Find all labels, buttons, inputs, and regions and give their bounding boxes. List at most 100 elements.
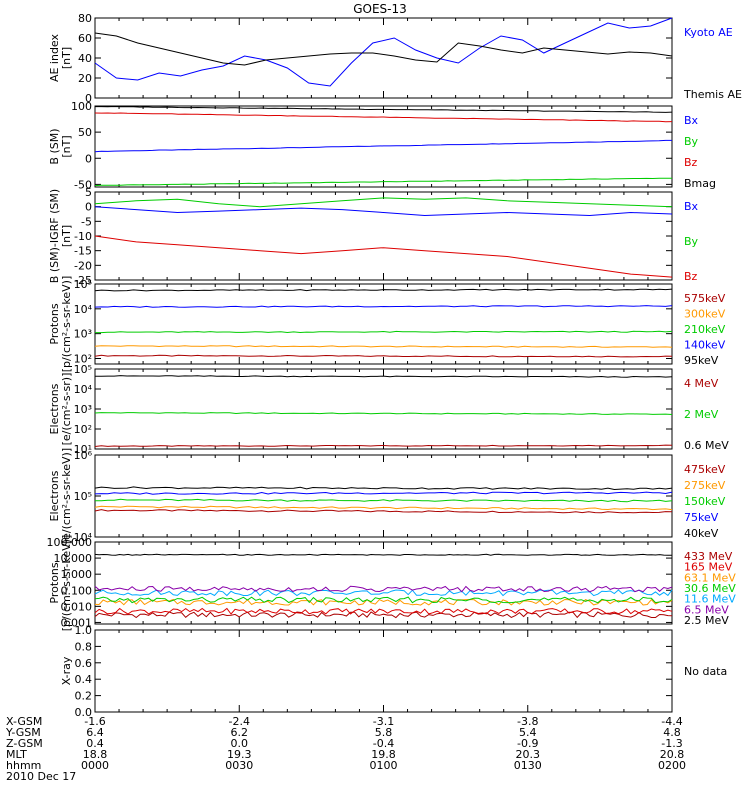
y-tick-label: -25 — [74, 274, 92, 287]
panel-frame — [94, 17, 673, 99]
series-line-275keV — [94, 505, 673, 511]
y-axis-label: [p/(cm²-s-sr-keV)] — [60, 276, 73, 373]
legend-entry: 6.5 MeV — [684, 603, 729, 616]
y-tick-label: 10⁵ — [74, 490, 92, 503]
series-line-By — [94, 197, 673, 208]
footer-value: 0000 — [81, 759, 109, 772]
y-tick-label: 0 — [85, 201, 92, 214]
plot-title: GOES-13 — [353, 2, 407, 16]
ephemeris-footer: X-GSM -1.6 -2.4 -3.1 -3.8 -4.4 Y-GSM 6.4 6.2 5.8 5… — [5, 715, 686, 783]
legend-entry: 275keV — [684, 479, 726, 492]
legend-entry: 0.6 MeV — [684, 439, 729, 452]
series-line-140keV — [94, 305, 673, 308]
legend-entry: 2.5 MeV — [684, 614, 729, 627]
footer-row-label: Y-GSM — [5, 726, 41, 739]
y-tick-label: 0.100 — [61, 584, 93, 597]
footer-value: -0.9 — [517, 737, 538, 750]
series-line-75keV — [94, 491, 673, 495]
y-tick-label: 0.0 — [75, 706, 93, 719]
series-line-30.6-MeV — [94, 596, 673, 604]
footer-value: 0030 — [225, 759, 253, 772]
legend-entry: By — [684, 135, 699, 148]
y-axis-label: Protons — [48, 303, 61, 344]
series-line-Themis-AE — [94, 32, 673, 66]
y-tick-label: 10⁵ — [74, 363, 92, 376]
legend-entry: 475keV — [684, 463, 726, 476]
legend-entry: Bz — [684, 156, 698, 169]
footer-row-label: hhmm — [6, 759, 41, 772]
series-line-40keV — [94, 486, 673, 491]
panel-frame — [94, 105, 673, 188]
y-axis-label: Electrons — [48, 470, 61, 521]
y-tick-label: 100.000 — [47, 536, 93, 549]
footer-value: 5.8 — [375, 726, 393, 739]
y-axis-label: [nT] — [60, 47, 73, 69]
series-line-475keV — [94, 509, 673, 514]
y-tick-label: 60 — [78, 32, 92, 45]
footer-value: -3.1 — [373, 715, 394, 728]
y-axis-label: [nT] — [60, 135, 73, 157]
series-line-Bz — [94, 112, 673, 123]
footer-value: -2.4 — [229, 715, 250, 728]
panel-xray: 0.0 0.2 0.4 0.6 0.8 1.0 X-ray No data — [60, 624, 727, 719]
legend-entry: 2 MeV — [684, 408, 719, 421]
footer-value: -1.3 — [661, 737, 682, 750]
footer-value: 6.4 — [86, 726, 104, 739]
legend-entry: 75keV — [684, 511, 719, 524]
y-axis-label: AE index — [48, 33, 61, 82]
legend-entry: Bmag — [684, 177, 716, 190]
footer-value: 4.8 — [663, 726, 681, 739]
y-axis-label: [nT] — [60, 225, 73, 247]
y-tick-label: 10³ — [74, 328, 92, 341]
footer-value: 6.2 — [231, 726, 249, 739]
footer-value: 5.4 — [519, 726, 537, 739]
legend-entry: 165 MeV — [684, 561, 733, 574]
series-line-By — [94, 177, 673, 187]
y-tick-label: 50 — [78, 126, 92, 139]
footer-value: 18.8 — [83, 748, 108, 761]
series-line-0.6-MeV — [95, 375, 673, 378]
y-tick-label: 40 — [78, 52, 92, 65]
legend-entry: 30.6 MeV — [684, 582, 736, 595]
series-line-150keV — [95, 498, 673, 503]
panel-b_igrf: 5 0-5 -10 -15-20 -25 B (SM)-IGRF (SM) [nT] Bx By… — [48, 186, 699, 287]
series-line-210keV — [95, 330, 673, 334]
y-tick-label: 10² — [74, 423, 92, 436]
footer-row-label: X-GSM — [6, 715, 42, 728]
footer-value: -1.6 — [84, 715, 105, 728]
y-tick-label: -15 — [74, 245, 92, 258]
y-tick-label: 0.4 — [75, 673, 93, 686]
y-tick-label: 80 — [78, 12, 92, 25]
y-tick-label: 0.6 — [75, 657, 93, 670]
y-tick-label: 1.000 — [61, 568, 93, 581]
y-tick-label: 10⁴ — [74, 531, 93, 544]
y-tick-label: 5 — [85, 186, 92, 199]
series-line-165-MeV — [94, 607, 673, 615]
no-data-note: No data — [684, 665, 727, 678]
footer-date: 2010 Dec 17 — [6, 770, 76, 783]
series-line-300keV — [94, 345, 673, 348]
y-tick-label: -50 — [74, 178, 92, 191]
legend-entry: 433 MeV — [684, 550, 733, 563]
series-line-4-MeV — [94, 444, 673, 447]
series-line-Bmag — [95, 105, 673, 113]
y-axis-label: [e/(cm²-s-sr-keV)] — [60, 448, 73, 544]
y-tick-label: 10¹ — [74, 443, 92, 456]
panel-frame — [94, 629, 673, 713]
footer-value: 19.8 — [371, 748, 396, 761]
footer-value: 0100 — [370, 759, 398, 772]
legend-entry: 150keV — [684, 495, 726, 508]
legend-entry: 210keV — [684, 323, 726, 336]
y-tick-label: 0 — [85, 92, 92, 105]
y-axis-label: X-ray — [60, 656, 73, 685]
panel-frame — [94, 283, 673, 365]
series-line-Bx — [94, 206, 673, 217]
y-tick-label: 0 — [85, 152, 92, 165]
footer-row-label: Z-GSM — [6, 737, 43, 750]
y-tick-label: -5 — [81, 215, 92, 228]
footer-value: -3.8 — [517, 715, 538, 728]
series-line-6.5-MeV — [94, 585, 673, 593]
y-axis-label: [e/(cm²-s-sr)] — [60, 373, 73, 446]
legend-entry: 11.6 MeV — [684, 593, 736, 606]
